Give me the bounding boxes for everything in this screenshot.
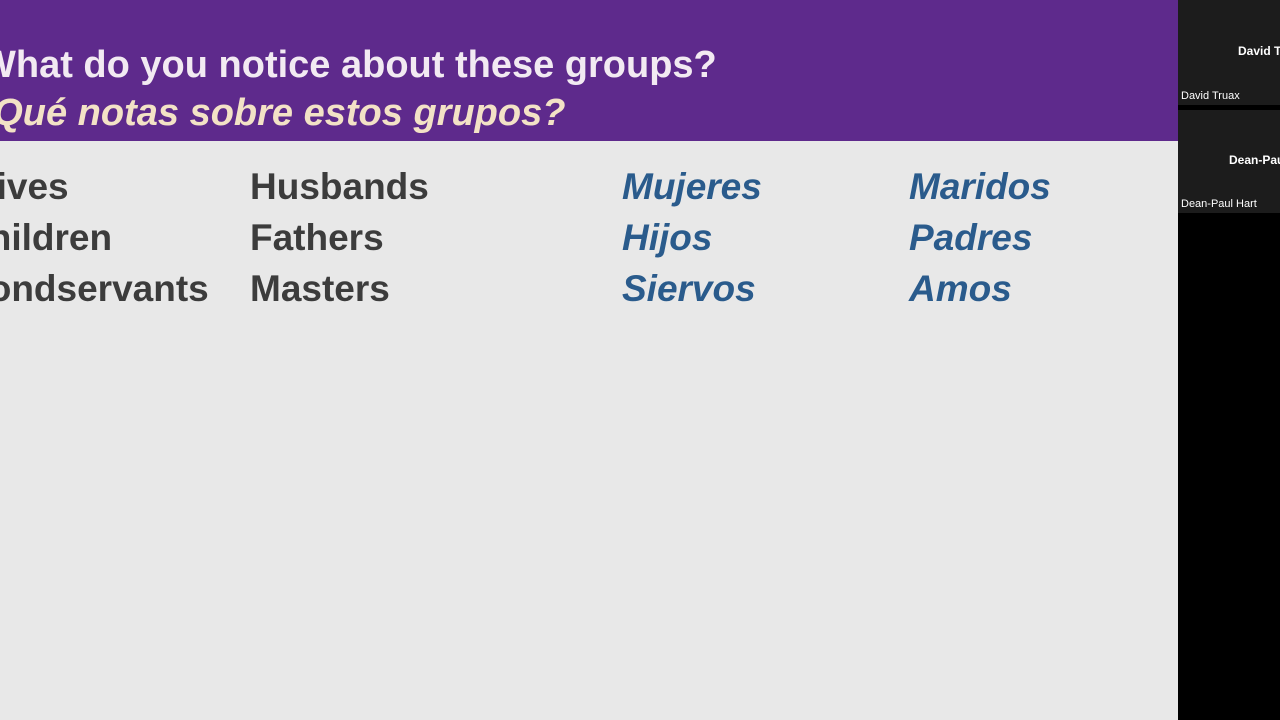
slide: What do you notice about these groups? ¿…: [0, 0, 1178, 720]
group-word: Masters: [250, 268, 390, 309]
participant-panel: David T David Truax Dean-Pau Dean-Paul H…: [1178, 0, 1280, 720]
slide-subtitle: ¿Qué notas sobre estos grupos?: [0, 92, 566, 134]
group-word: Amos: [909, 268, 1012, 309]
video-tile[interactable]: Dean-Pau Dean-Paul Hart: [1178, 110, 1280, 213]
group-word: Children: [0, 217, 113, 258]
group-word: Padres: [909, 217, 1033, 258]
participant-label: David Truax: [1181, 90, 1240, 102]
group-word: Maridos: [909, 166, 1051, 207]
group-word: Hijos: [622, 217, 713, 258]
tile-name: David T: [1238, 44, 1280, 58]
group-word: Bondservants: [0, 268, 209, 309]
video-tile[interactable]: David T David Truax: [1178, 0, 1280, 105]
group-word: Wives: [0, 166, 69, 207]
tile-name: Dean-Pau: [1229, 153, 1280, 167]
group-word: Siervos: [622, 268, 756, 309]
participant-label: Dean-Paul Hart: [1181, 198, 1257, 210]
group-word: Fathers: [250, 217, 384, 258]
slide-title: What do you notice about these groups?: [0, 44, 717, 86]
slide-header: What do you notice about these groups? ¿…: [0, 0, 1178, 141]
group-word: Husbands: [250, 166, 429, 207]
group-word: Mujeres: [622, 166, 762, 207]
